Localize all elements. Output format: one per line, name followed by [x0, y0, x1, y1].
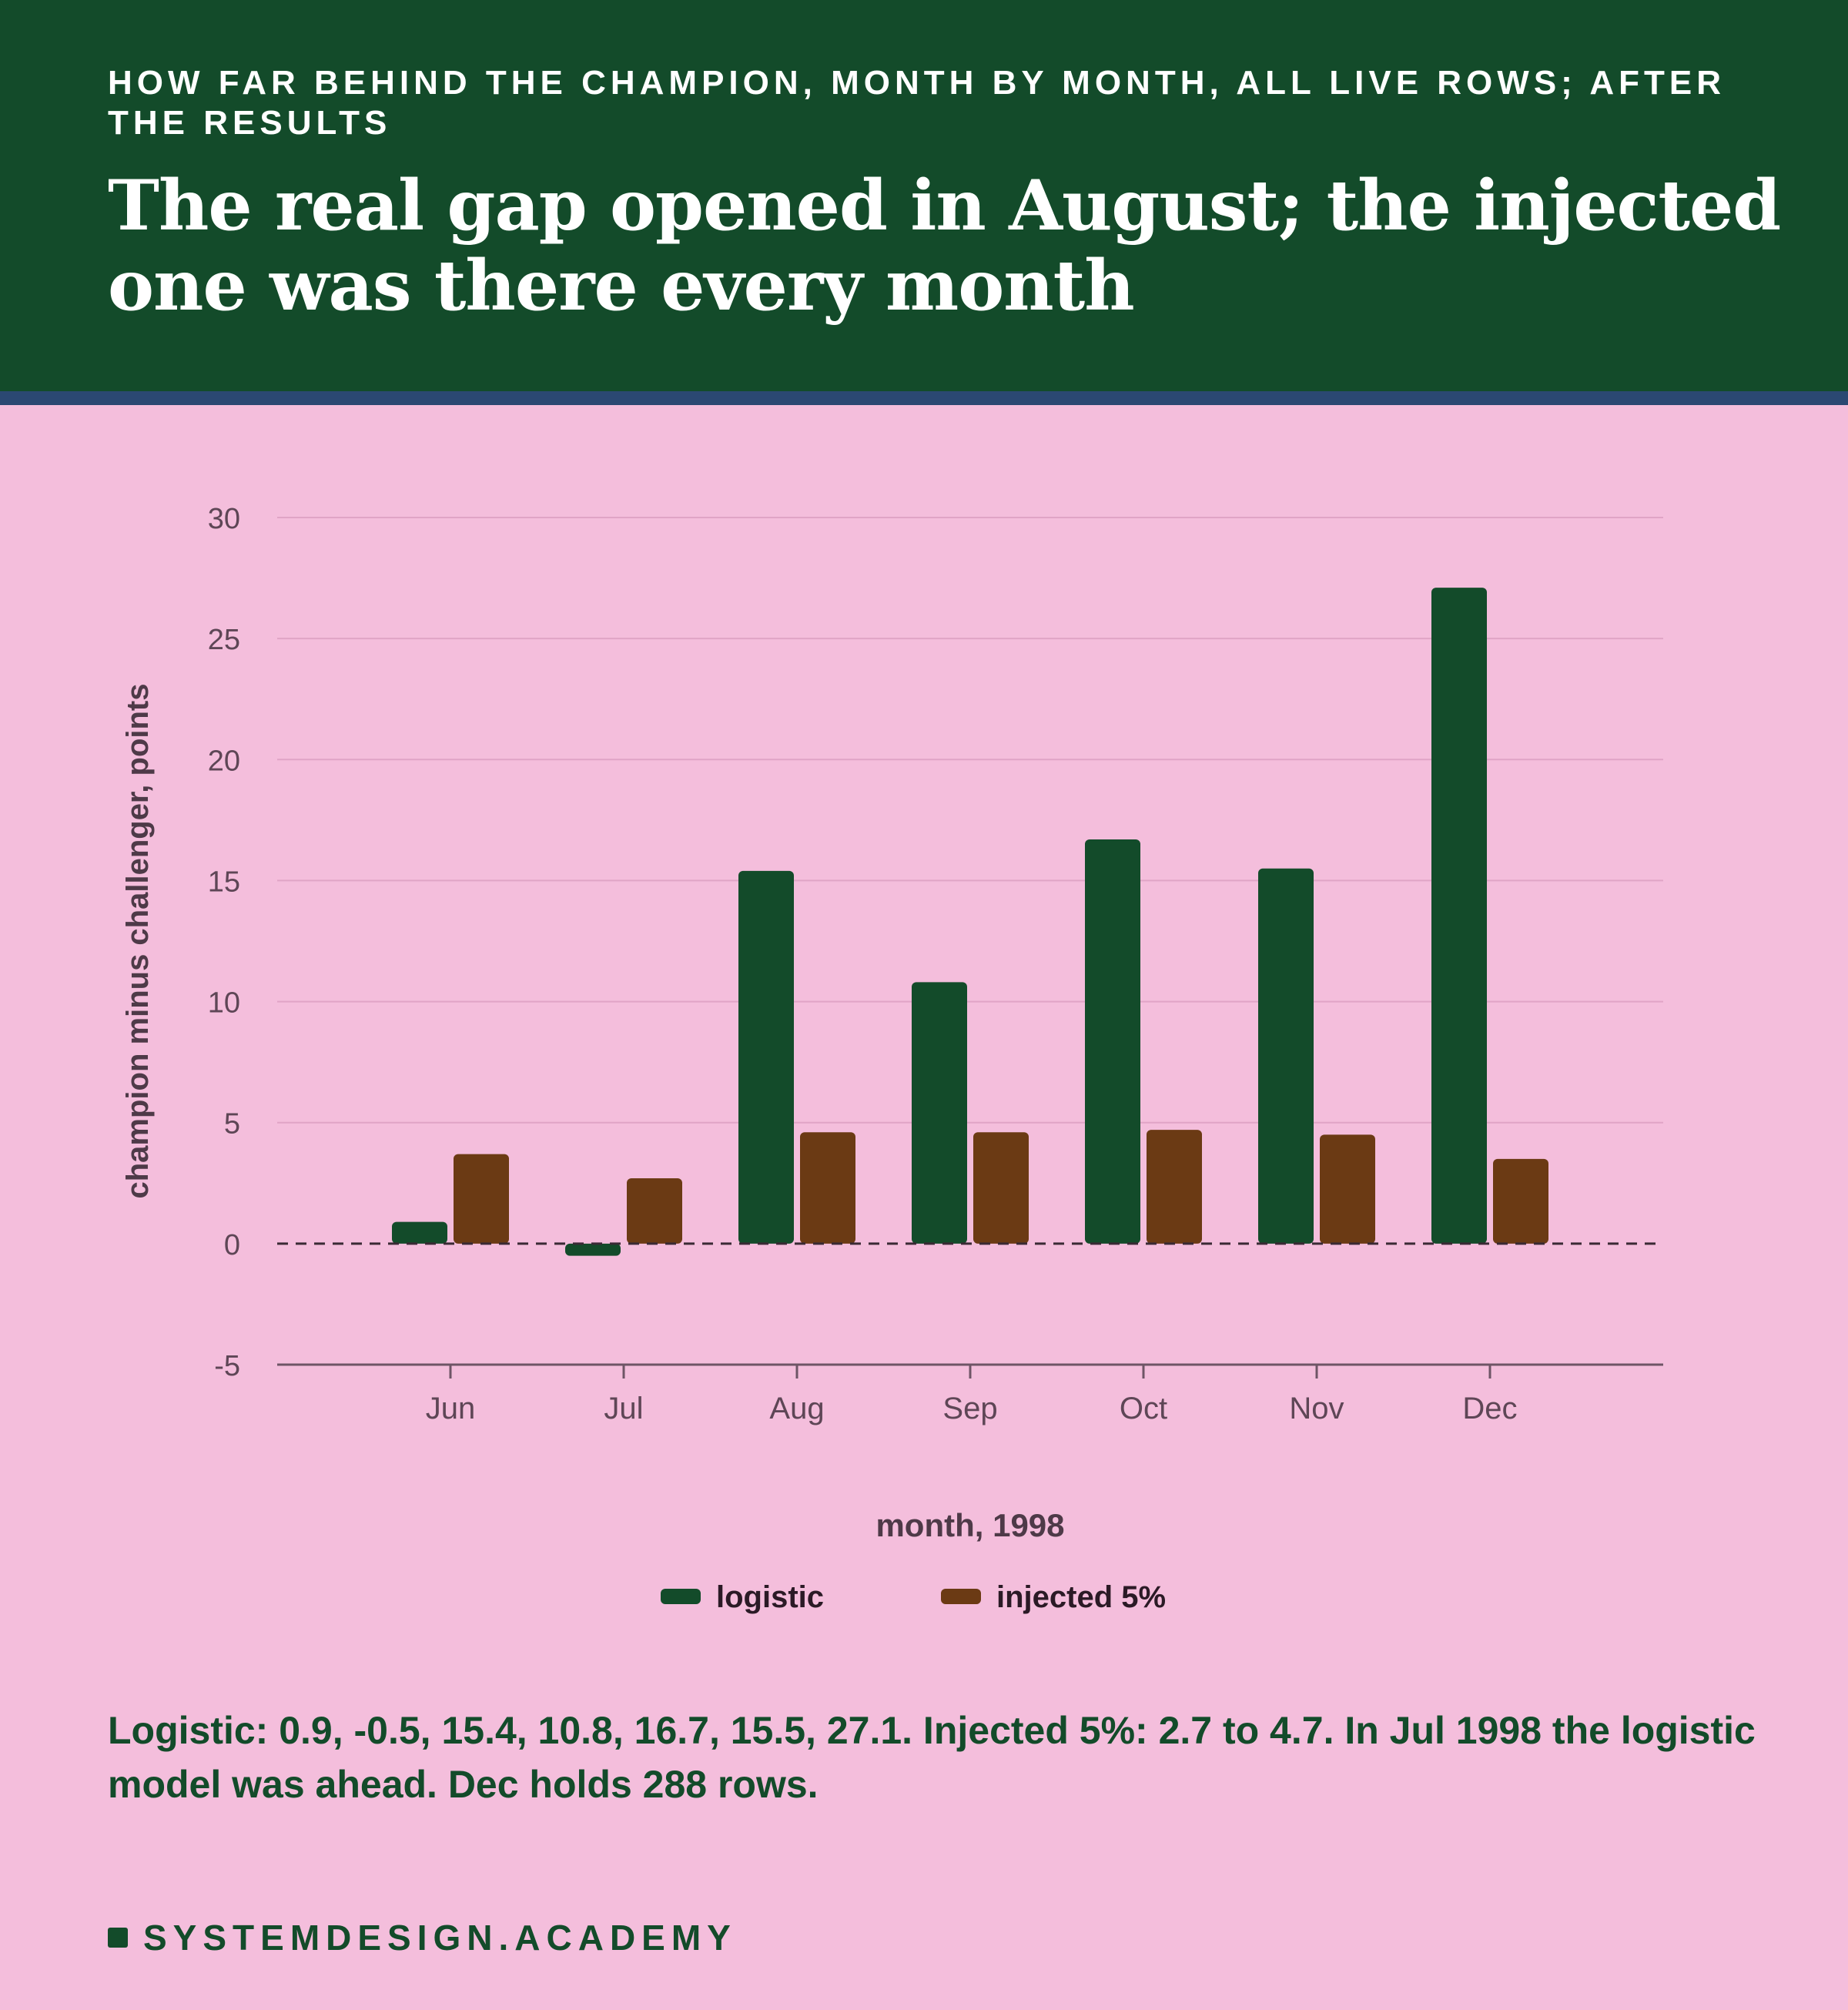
legend-swatch — [661, 1589, 701, 1604]
y-tick-label: 25 — [208, 624, 240, 656]
y-tick-label: 10 — [208, 987, 240, 1020]
bar-logistic-oct — [1085, 839, 1140, 1244]
bar-injected-5--nov — [1320, 1134, 1375, 1244]
brand-square-icon — [108, 1928, 128, 1948]
bar-injected-5--jun — [454, 1154, 509, 1244]
headline: The real gap opened in August; the injec… — [108, 165, 1781, 327]
x-tick-label: Nov — [1289, 1392, 1344, 1425]
bar-logistic-dec — [1431, 588, 1487, 1244]
bar-injected-5--aug — [800, 1132, 855, 1244]
y-tick-label: -5 — [214, 1350, 240, 1382]
y-axis-title: champion minus challenger, points — [121, 683, 155, 1198]
legend-label: injected 5% — [996, 1580, 1166, 1614]
legend-label: logistic — [716, 1580, 824, 1614]
legend-swatch — [941, 1589, 981, 1604]
x-tick-label: Jul — [604, 1392, 643, 1425]
x-tick-label: Aug — [769, 1392, 824, 1425]
header-rule — [0, 391, 1848, 405]
bar-injected-5--oct — [1147, 1130, 1202, 1244]
x-tick-label: Oct — [1120, 1392, 1167, 1425]
bar-chart: -5 0 5 10 15 20 25 30 Jun Jul Aug Sep Oct Nov Dec month… — [121, 503, 1663, 1614]
kicker: How far behind the champion, month by mo… — [108, 64, 1726, 142]
header-band — [0, 0, 1848, 391]
brand: SYSTEMDESIGN.ACADEMY — [108, 1916, 737, 1959]
bar-logistic-jul — [565, 1243, 621, 1256]
x-tick-label: Dec — [1462, 1392, 1517, 1425]
bar-logistic-aug — [738, 870, 794, 1244]
bar-logistic-nov — [1258, 868, 1314, 1244]
brand-name: SYSTEMDESIGN.ACADEMY — [143, 1918, 737, 1958]
summary-text: Logistic: 0.9, -0.5, 15.4, 10.8, 16.7, 1… — [108, 1709, 1756, 1806]
y-tick-label: 0 — [224, 1229, 240, 1261]
x-tick-label: Jun — [426, 1392, 476, 1425]
x-tick-label: Sep — [942, 1392, 997, 1425]
bar-logistic-jun — [392, 1221, 447, 1244]
y-tick-label: 20 — [208, 745, 240, 777]
x-axis-title: month, 1998 — [875, 1507, 1064, 1543]
y-tick-label: 15 — [208, 866, 240, 898]
y-tick-label: 5 — [224, 1108, 240, 1141]
bar-logistic-sep — [912, 982, 967, 1244]
y-tick-label: 30 — [208, 503, 240, 535]
bar-injected-5--jul — [627, 1178, 682, 1244]
bar-injected-5--dec — [1493, 1158, 1548, 1244]
bar-injected-5--sep — [973, 1132, 1029, 1244]
